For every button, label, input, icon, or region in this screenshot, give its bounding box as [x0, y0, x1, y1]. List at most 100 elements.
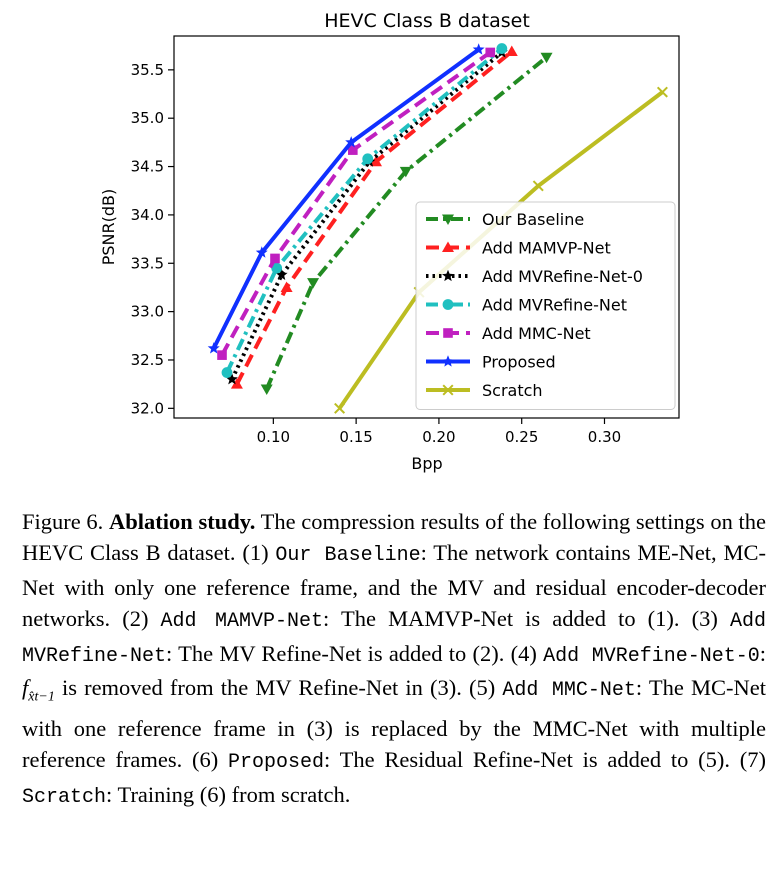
legend-label: Add MMC-Net	[482, 324, 591, 343]
legend-box	[415, 201, 676, 410]
setting-name-5: Add MMC-Net	[502, 679, 636, 703]
caption-intro: The compression results of the following…	[22, 509, 767, 566]
legend-entry: Scratch	[426, 381, 543, 400]
y-tick-label: 32.0	[131, 399, 164, 417]
y-tick-label: 33.5	[131, 254, 164, 272]
y-tick-label: 34.0	[131, 206, 164, 224]
data-point	[217, 350, 227, 360]
setting-text-7: : Training (6) from scratch.	[106, 781, 351, 807]
data-point	[230, 378, 243, 389]
legend-label: Add MVRefine-Net	[482, 296, 627, 315]
series-add-mvrefine-net	[221, 43, 508, 378]
legend-marker	[442, 384, 454, 396]
y-tick-label: 33.0	[131, 303, 164, 321]
data-point	[207, 342, 220, 354]
setting-name-2: Add MAMVP-Net	[160, 610, 324, 634]
legend-marker	[442, 269, 454, 282]
ticks-layer: 0.10 0.15 0.20 0.25 0.30 32.0 32.5 33.0 33.5 34.0…	[131, 61, 622, 446]
series-line	[235, 49, 514, 386]
data-point	[275, 268, 288, 280]
data-point	[656, 86, 668, 98]
setting-name-4: Add MVRefine-Net-0	[543, 644, 760, 668]
legend-label: Our Baseline	[482, 210, 584, 229]
legend-marker	[442, 355, 454, 367]
figure-label: Figure 6.	[22, 509, 104, 534]
x-axis-label: Bpp	[411, 454, 442, 473]
data-point	[226, 373, 238, 385]
ablation-chart: HEVC Class B dataset 0.10 0.15 0.20 0.25 0.3…	[99, 10, 680, 473]
legend-marker	[443, 328, 453, 338]
data-point	[334, 402, 346, 414]
data-point	[345, 136, 358, 148]
axes-frame	[173, 35, 680, 419]
legend-marker	[442, 241, 454, 252]
y-tick-label: 32.5	[131, 351, 164, 369]
data-point	[472, 43, 485, 55]
legend-entry: Add MAMVP-Net	[426, 239, 611, 258]
series-our-baseline	[260, 52, 553, 395]
figure-caption: Figure 6. Ablation study. The compressio…	[22, 506, 766, 813]
series-line	[230, 50, 504, 381]
math-subscript: x̂t−1	[28, 689, 55, 705]
y-tick-label: 35.5	[131, 61, 164, 79]
series-line	[225, 47, 504, 374]
x-tick-label: 0.15	[339, 428, 372, 446]
y-tick-label: 34.5	[131, 158, 164, 176]
data-point	[505, 45, 518, 56]
setting-name-1: Our Baseline	[275, 544, 421, 568]
data-point	[260, 384, 273, 395]
setting-text-6: : The Residual Refine-Net is added to (5…	[324, 747, 766, 773]
setting-text-1: : The network contains ME-Net, MC-Net wi…	[22, 540, 766, 632]
data-point	[399, 166, 412, 178]
x-tick-label: 0.10	[257, 428, 290, 446]
data-point	[307, 278, 320, 289]
data-point	[221, 367, 233, 378]
caption-bold-title: Ablation study.	[109, 509, 256, 534]
legend: Our Baseline Add MAMVP-Net Add MVRefine-Ne…	[415, 201, 676, 410]
data-point	[532, 180, 544, 192]
data-point	[362, 153, 374, 165]
setting-name-6: Proposed	[228, 751, 325, 775]
setting-text-4a: :	[759, 640, 766, 666]
math-f: f	[22, 675, 29, 701]
setting-name-7: Scratch	[22, 785, 107, 809]
x-tick-label: 0.20	[422, 428, 455, 446]
series-line	[264, 55, 548, 390]
data-point	[255, 246, 268, 258]
data-point	[485, 47, 496, 58]
data-point	[280, 281, 293, 292]
legend-entry: Add MMC-Net	[426, 324, 591, 343]
y-axis-label: PSNR(dB)	[99, 189, 118, 266]
legend-label: Add MVRefine-Net-0	[482, 267, 643, 286]
data-point	[348, 145, 358, 155]
math-symbol: fx̂t−1	[22, 675, 55, 705]
legend-marker	[442, 214, 454, 225]
setting-name-3: Add MVRefine-Net	[22, 610, 766, 668]
setting-text-2: : The MAMVP-Net is added to (1). (3)	[323, 606, 730, 632]
legend-label: Add MAMVP-Net	[482, 239, 611, 258]
data-point	[540, 52, 553, 64]
legend-entry: Proposed	[426, 353, 556, 372]
setting-text-5: : The MC-Net with one reference frame in…	[22, 675, 766, 773]
series-line	[220, 50, 492, 357]
x-tick-label: 0.25	[505, 428, 538, 446]
series-proposed	[207, 43, 485, 354]
series-add-mamvp-net	[230, 45, 518, 389]
x-tick-label: 0.30	[588, 428, 621, 446]
setting-text-3: : The MV Refine-Net is added to (2). (4)	[166, 640, 544, 666]
data-point	[270, 253, 280, 264]
legend-entry: Add MVRefine-Net	[426, 296, 627, 315]
data-point	[271, 262, 283, 274]
legend-entry: Add MVRefine-Net-0	[426, 267, 643, 286]
series-line	[211, 47, 480, 350]
data-point	[370, 155, 382, 167]
legend-entry: Our Baseline	[426, 210, 584, 229]
legend-marker	[442, 299, 454, 310]
legend-label: Scratch	[482, 381, 543, 400]
chart-title: HEVC Class B dataset	[324, 10, 530, 32]
setting-text-4b: is removed from the MV Refine-Net in (3)…	[54, 675, 503, 701]
y-tick-label: 35.0	[131, 109, 164, 127]
data-point	[496, 43, 508, 54]
legend-label: Proposed	[482, 353, 556, 372]
series-add-mmc-net	[217, 47, 496, 360]
